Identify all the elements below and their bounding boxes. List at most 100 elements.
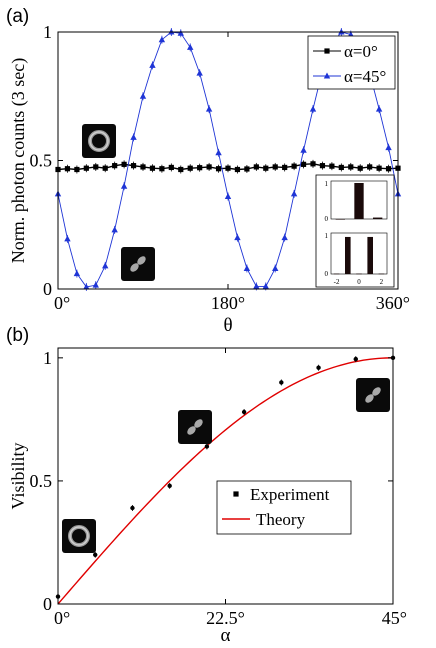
data-point [130, 505, 135, 511]
data-point [167, 483, 172, 489]
data-point [83, 283, 90, 290]
data-point [187, 165, 193, 171]
donut-beam-ring-core [69, 526, 89, 546]
data-point [310, 161, 316, 167]
beam-lobe [130, 263, 139, 272]
data-point [74, 166, 80, 173]
data-point [215, 149, 222, 156]
data-point [73, 270, 81, 277]
data-point [92, 281, 99, 288]
x-tick-label: 360° [376, 293, 410, 313]
data-point [241, 409, 247, 415]
inset-bar [345, 236, 351, 274]
data-point [291, 163, 297, 169]
data-point [83, 165, 89, 171]
data-point [159, 166, 165, 172]
data-point [281, 234, 288, 241]
inset-upper-histogram: 01 [325, 180, 388, 223]
inset-y-tick-label: 0 [325, 270, 329, 278]
data-point [130, 133, 137, 140]
data-point [111, 226, 118, 233]
inset-bar [335, 219, 345, 220]
inset-x-tick-label: 0 [357, 278, 361, 286]
theory-curve [57, 357, 394, 605]
y-tick-label: 0.5 [30, 471, 53, 491]
thumbnail-background [62, 519, 96, 553]
data-point [309, 105, 317, 112]
data-point [300, 161, 307, 167]
y-axis-label: Visibility [8, 443, 28, 510]
data-point [178, 166, 184, 173]
series-experiment [55, 354, 396, 600]
data-point [120, 182, 128, 189]
data-point [319, 163, 326, 169]
legend-marker [323, 72, 331, 79]
data-point [93, 164, 99, 170]
data-point [282, 164, 288, 171]
data-point [177, 29, 184, 36]
data-point [234, 234, 241, 241]
panel-label: (a) [6, 6, 29, 27]
y-tick-label: 0 [43, 594, 52, 614]
data-point [206, 164, 212, 170]
legend-box [216, 480, 352, 535]
x-axis-label: α [221, 625, 231, 646]
data-point [272, 264, 279, 271]
data-point [102, 262, 109, 269]
x-tick-label: 45° [382, 608, 407, 628]
legend: Experiment Theory [216, 480, 352, 535]
data-point [215, 166, 222, 172]
data-point [102, 165, 108, 171]
series-alpha-0 [55, 159, 401, 174]
beam-lobe [372, 387, 381, 396]
data-point [234, 166, 241, 173]
data-point [272, 164, 278, 170]
data-point [338, 164, 344, 171]
x-axis-label: θ [223, 315, 232, 336]
y-tick-label: 0.5 [30, 151, 53, 171]
data-point [168, 164, 174, 171]
data-point [187, 43, 194, 50]
data-point [385, 144, 392, 151]
beam-profile-donut-thumbnail [62, 519, 96, 553]
inset-x-tick-label: -2 [334, 278, 340, 286]
panel-a-chart: (a) 0 0.5 1 0° 180° 360° θ Norm. photon counts (… [6, 6, 410, 336]
data-point [64, 166, 71, 172]
data-point [263, 165, 269, 171]
thumbnail-background [82, 124, 116, 158]
legend-box [307, 35, 396, 90]
data-point [112, 163, 118, 169]
data-point [225, 165, 231, 171]
data-point [253, 282, 260, 289]
inset-x-tick-label: 2 [380, 278, 384, 286]
data-point [224, 192, 232, 199]
data-point [279, 380, 284, 385]
x-tick-label: 180° [211, 293, 245, 313]
donut-beam-ring-core [89, 131, 109, 151]
data-point [300, 146, 307, 153]
beam-profile-donut-thumbnail [82, 124, 116, 158]
data-point [158, 36, 166, 43]
data-point [353, 356, 358, 362]
y-tick-label: 1 [43, 22, 52, 42]
data-point [121, 161, 127, 167]
beam-profile-lobes-thumbnail [356, 378, 390, 412]
data-point [375, 105, 383, 112]
data-point [205, 105, 213, 112]
data-point [93, 552, 98, 557]
data-point [149, 165, 156, 171]
inset-bar [378, 273, 385, 275]
data-point [244, 166, 250, 172]
data-point [376, 165, 382, 171]
inset-bar [354, 183, 364, 219]
panel-label: (b) [6, 325, 29, 346]
data-point [64, 235, 71, 242]
data-point [243, 264, 251, 271]
data-point [140, 164, 146, 170]
x-tick-label: 22.5° [206, 608, 245, 628]
legend-entry-alpha-45: α=45° [344, 67, 386, 86]
inset-axes [330, 232, 388, 275]
data-point [253, 164, 259, 170]
